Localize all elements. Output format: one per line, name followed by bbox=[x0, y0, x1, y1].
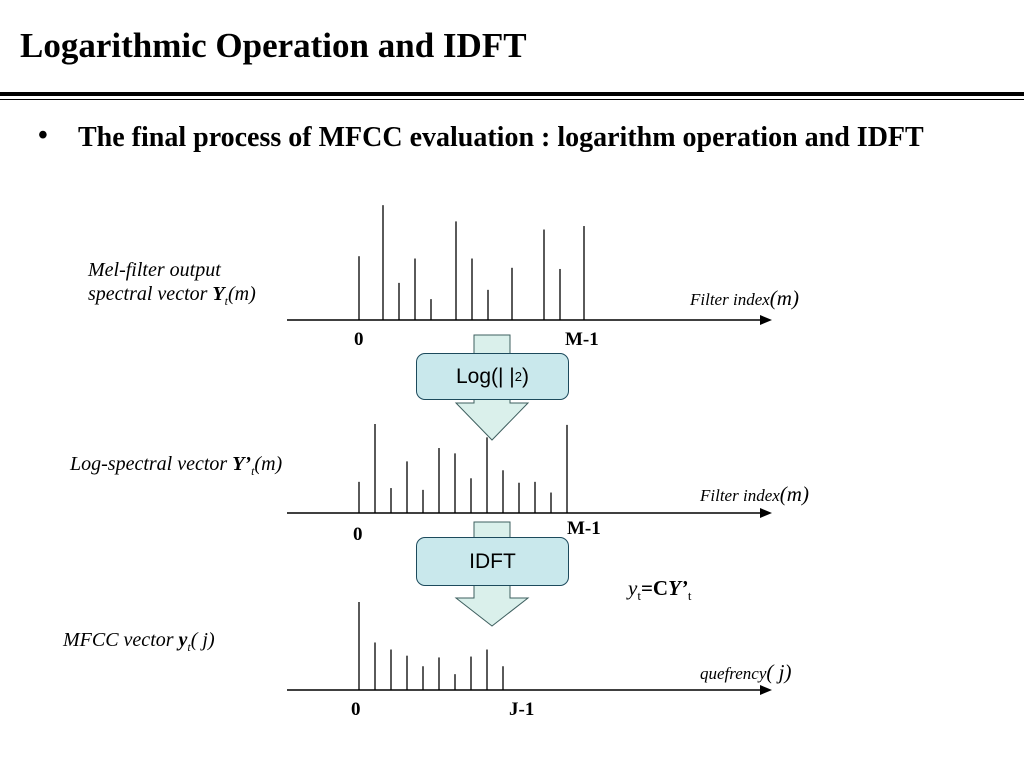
mel-stems bbox=[358, 205, 585, 320]
mfcc-tick-start: 0 bbox=[351, 699, 361, 720]
log-axis bbox=[287, 508, 772, 518]
bullet-text: The final process of MFCC evaluation : l… bbox=[78, 122, 924, 153]
mel-label-arg: (m) bbox=[227, 283, 256, 305]
mel-label-line1: Mel-filter output bbox=[88, 259, 221, 281]
log-box-text: Log(| | bbox=[455, 364, 515, 388]
title-divider-thin bbox=[0, 99, 1024, 100]
idft-operation-box: IDFT bbox=[416, 537, 569, 586]
eq-rhs-y: Y’ bbox=[668, 576, 688, 600]
mfcc-label-symbol: y bbox=[178, 629, 188, 651]
mfcc-axis bbox=[287, 685, 772, 695]
mel-axis-label: Filter index(m) bbox=[690, 286, 799, 311]
log-stems bbox=[358, 424, 568, 513]
mel-label-sub: t bbox=[224, 294, 228, 308]
mel-tick-end: M-1 bbox=[565, 329, 599, 350]
log-tick-end: M-1 bbox=[567, 518, 601, 539]
log-label-arg: (m) bbox=[254, 453, 283, 475]
mfcc-axis-text: quefrency bbox=[700, 664, 767, 683]
mfcc-label-arg: ( j) bbox=[190, 629, 215, 651]
log-axis-var: (m) bbox=[779, 482, 809, 506]
mfcc-stems bbox=[358, 602, 504, 690]
bullet-marker: • bbox=[38, 120, 48, 151]
eq-lhs: y bbox=[628, 576, 638, 600]
mel-axis-text: Filter index bbox=[690, 290, 770, 309]
log-operation-box: Log(| | 2) bbox=[416, 353, 569, 400]
eq-rhs-c: =C bbox=[640, 576, 669, 600]
mfcc-label-prefix: MFCC vector bbox=[63, 629, 179, 651]
mfcc-tick-end: J-1 bbox=[509, 699, 535, 720]
mfcc-axis-var: ( j) bbox=[766, 660, 792, 684]
title-divider-thick bbox=[0, 92, 1024, 96]
log-box-exponent: 2 bbox=[514, 369, 522, 384]
mel-axis-var: (m) bbox=[769, 286, 799, 310]
idft-box-text: IDFT bbox=[469, 549, 516, 573]
log-box-close: ) bbox=[522, 364, 529, 388]
mfcc-vector-label: MFCC vector yt( j) bbox=[63, 628, 215, 659]
mel-tick-start: 0 bbox=[354, 329, 364, 350]
slide-title: Logarithmic Operation and IDFT bbox=[20, 26, 527, 65]
mel-label-symbol: Y bbox=[212, 283, 225, 305]
mel-vector-label: Mel-filter output spectral vector Yt(m) bbox=[88, 258, 256, 313]
eq-rhs-sub: t bbox=[687, 588, 692, 604]
log-vector-label: Log-spectral vector Y’t(m) bbox=[70, 452, 282, 483]
log-tick-start: 0 bbox=[353, 524, 363, 545]
mfcc-label-sub: t bbox=[187, 640, 191, 654]
log-label-symbol: Y’ bbox=[232, 453, 252, 475]
mel-axis bbox=[287, 315, 772, 325]
mfcc-axis-label: quefrency( j) bbox=[700, 660, 791, 685]
transform-equation: yt=CY’t bbox=[628, 576, 692, 604]
log-axis-label: Filter index(m) bbox=[700, 482, 809, 507]
log-label-sub: t bbox=[251, 464, 255, 478]
log-axis-text: Filter index bbox=[700, 486, 780, 505]
eq-lhs-sub: t bbox=[637, 588, 641, 604]
mel-label-prefix: spectral vector bbox=[88, 283, 213, 305]
log-label-prefix: Log-spectral vector bbox=[70, 453, 233, 475]
